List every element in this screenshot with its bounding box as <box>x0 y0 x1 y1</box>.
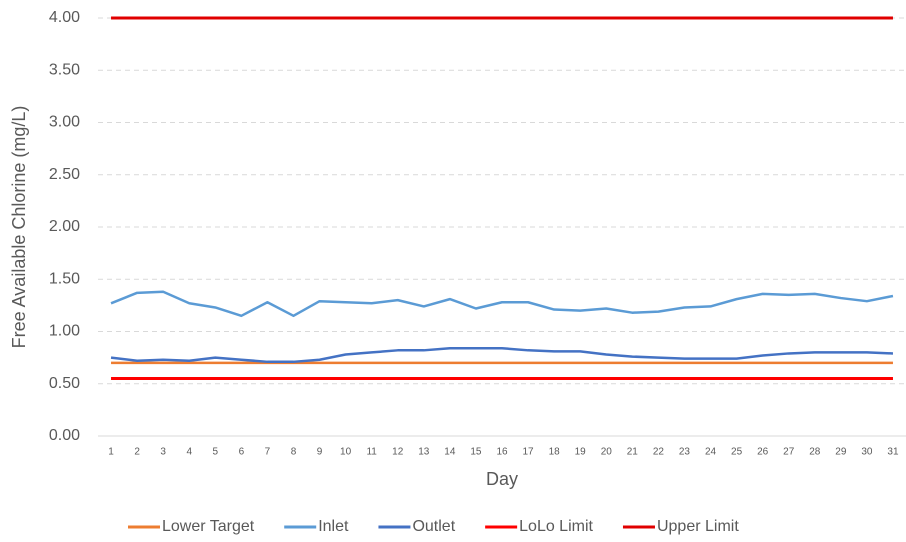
y-tick-label: 2.50 <box>49 166 80 183</box>
x-tick-label: 27 <box>783 447 795 458</box>
x-tick-label: 17 <box>523 447 535 458</box>
x-tick-label: 22 <box>653 447 665 458</box>
x-tick-label: 14 <box>444 447 456 458</box>
series-line <box>110 346 894 364</box>
x-tick-label: 10 <box>340 447 352 458</box>
x-tick-label: 23 <box>679 447 691 458</box>
x-tick-label: 5 <box>213 447 219 458</box>
x-tick-label: 20 <box>601 447 613 458</box>
series-line <box>110 290 894 318</box>
x-tick-label: 7 <box>265 447 271 458</box>
y-tick-label: 2.00 <box>49 218 80 235</box>
x-tick-label: 24 <box>705 447 717 458</box>
x-tick-label: 2 <box>134 447 140 458</box>
x-tick-label: 19 <box>575 447 587 458</box>
x-tick-label: 26 <box>757 447 769 458</box>
y-axis-label: Free Available Chlorine (mg/L) <box>9 106 29 349</box>
y-tick-label: 0.50 <box>49 375 80 392</box>
x-tick-label: 30 <box>861 447 873 458</box>
legend-label: Upper Limit <box>657 518 739 535</box>
y-tick-label: 1.50 <box>49 270 80 287</box>
y-tick-label: 0.00 <box>49 427 80 444</box>
legend-label: LoLo Limit <box>519 518 593 535</box>
x-tick-label: 28 <box>809 447 821 458</box>
x-tick-label: 12 <box>392 447 404 458</box>
x-tick-label: 25 <box>731 447 743 458</box>
y-tick-label: 4.00 <box>49 9 80 26</box>
x-tick-label: 6 <box>239 447 245 458</box>
x-tick-label: 11 <box>366 447 377 458</box>
x-tick-label: 8 <box>291 447 297 458</box>
legend-label: Outlet <box>412 518 455 535</box>
x-tick-label: 29 <box>835 447 847 458</box>
x-tick-label: 4 <box>186 447 192 458</box>
legend-label: Inlet <box>318 518 349 535</box>
y-tick-label: 3.50 <box>49 61 80 78</box>
legend-label: Lower Target <box>162 518 255 535</box>
x-tick-label: 31 <box>887 447 899 458</box>
x-tick-label: 9 <box>317 447 323 458</box>
x-axis-label: Day <box>486 469 518 489</box>
x-tick-label: 18 <box>549 447 561 458</box>
x-tick-label: 3 <box>160 447 166 458</box>
x-tick-label: 13 <box>418 447 430 458</box>
x-tick-label: 15 <box>470 447 482 458</box>
y-tick-label: 1.00 <box>49 323 80 340</box>
x-tick-label: 21 <box>627 447 639 458</box>
x-tick-label: 16 <box>496 447 508 458</box>
y-tick-label: 3.00 <box>49 114 80 131</box>
x-tick-label: 1 <box>108 447 114 458</box>
